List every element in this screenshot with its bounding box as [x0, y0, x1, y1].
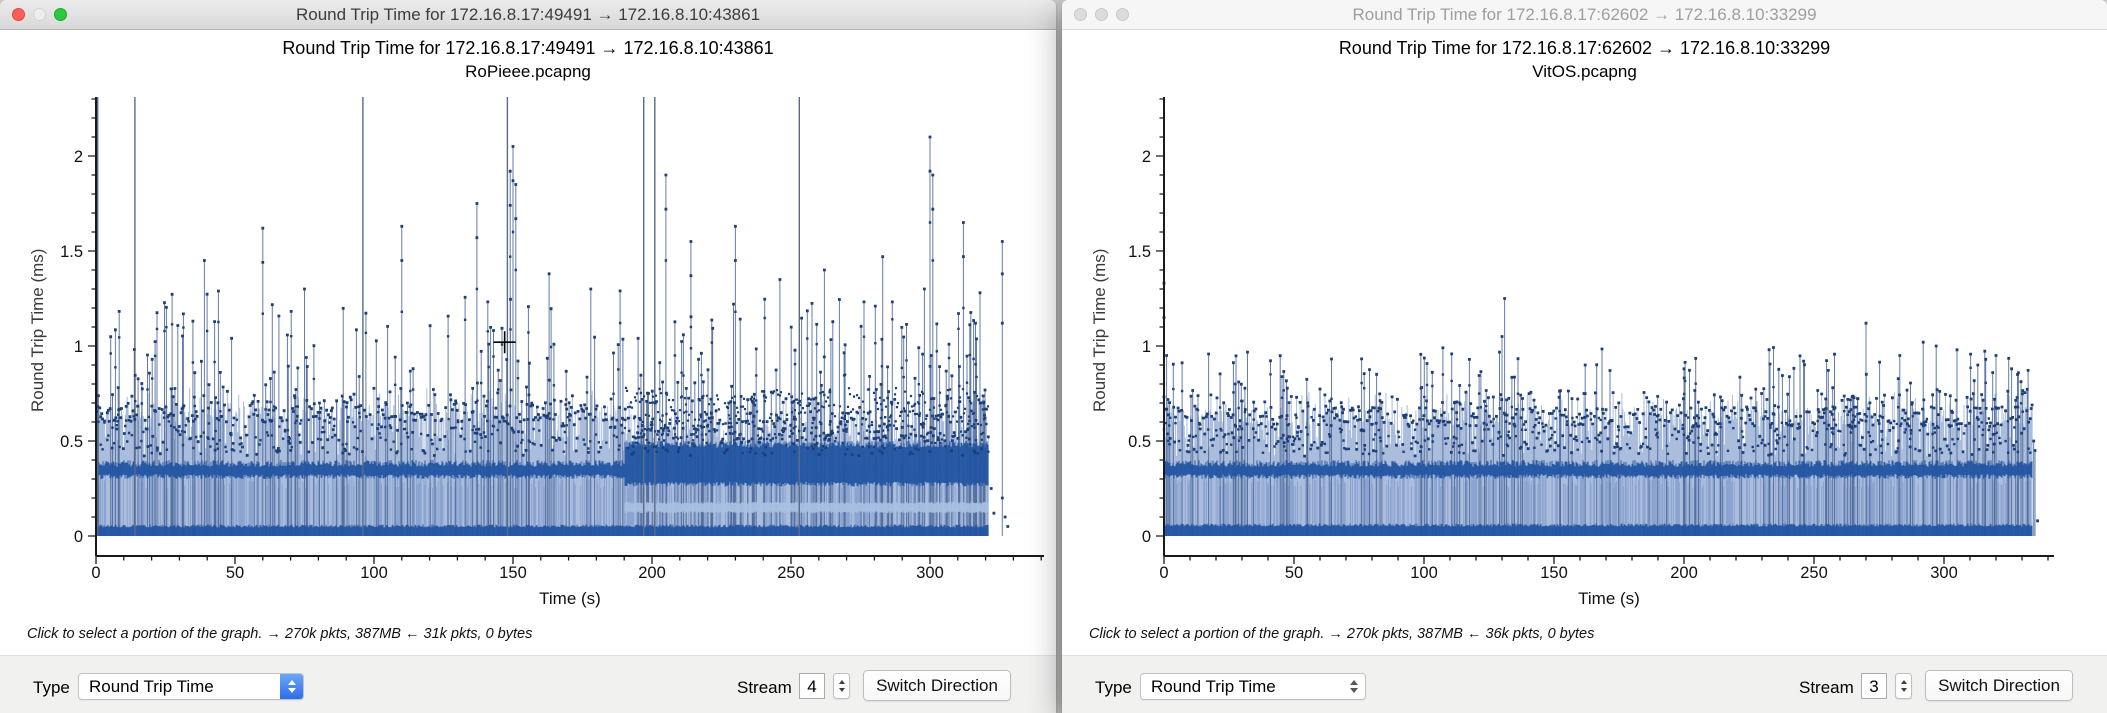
stream-stepper[interactable] — [1895, 673, 1912, 699]
switch-direction-button[interactable]: Switch Direction — [1925, 670, 2073, 701]
titlebar[interactable]: Round Trip Time for 172.16.8.17:62602 → … — [1062, 0, 2107, 30]
status-text: Click to select a portion of the graph. … — [1089, 626, 1595, 642]
popup-chevrons-icon — [1342, 674, 1365, 699]
rtt-window-vitos: Round Trip Time for 172.16.8.17:62602 → … — [1062, 0, 2107, 713]
svg-text:1.5: 1.5 — [1128, 243, 1151, 261]
chart-title: Round Trip Time for 172.16.8.17:49491 → … — [282, 38, 774, 58]
popup-chevrons-icon — [280, 674, 303, 699]
stream-stepper[interactable] — [833, 673, 850, 699]
stream-input[interactable]: 3 — [1861, 673, 1887, 699]
close-button[interactable] — [12, 8, 25, 21]
svg-text:150: 150 — [1540, 564, 1568, 582]
stream-label: Stream — [1799, 678, 1854, 697]
status-text: Click to select a portion of the graph. … — [27, 626, 533, 642]
svg-text:0.5: 0.5 — [1128, 433, 1151, 451]
chart-subtitle: VitOS.pcapng — [1532, 62, 1637, 81]
crosshair-cursor — [493, 331, 516, 354]
svg-text:200: 200 — [1670, 564, 1698, 582]
stepper-down-icon — [838, 688, 845, 692]
svg-text:100: 100 — [360, 564, 388, 582]
svg-text:0.5: 0.5 — [60, 433, 83, 451]
traffic-lights — [1074, 8, 1129, 21]
stream-input[interactable]: 4 — [799, 673, 825, 699]
svg-text:2: 2 — [1142, 148, 1151, 166]
svg-text:0: 0 — [1142, 528, 1151, 546]
svg-text:150: 150 — [499, 564, 527, 582]
type-select[interactable]: Round Trip Time — [1140, 673, 1366, 700]
svg-text:300: 300 — [916, 564, 944, 582]
svg-text:250: 250 — [1800, 564, 1828, 582]
stepper-down-icon — [1900, 688, 1907, 692]
type-label: Type — [1095, 678, 1132, 697]
minimize-button[interactable] — [1095, 8, 1108, 21]
minimize-button[interactable] — [33, 8, 46, 21]
svg-text:50: 50 — [226, 564, 244, 582]
stepper-up-icon — [1900, 680, 1907, 684]
svg-text:1: 1 — [74, 338, 83, 356]
zoom-button[interactable] — [54, 8, 67, 21]
svg-text:1: 1 — [1142, 338, 1151, 356]
y-axis-label: Round Trip Time (ms) — [1090, 248, 1109, 412]
rtt-window-ropieee: Round Trip Time for 172.16.8.17:49491 → … — [0, 0, 1056, 713]
close-button[interactable] — [1074, 8, 1087, 21]
bottom-toolbar: Type Round Trip Time Stream 4 Switch Dir… — [0, 655, 1056, 713]
zoom-button[interactable] — [1116, 8, 1129, 21]
type-select[interactable]: Round Trip Time — [78, 673, 304, 700]
svg-text:0: 0 — [91, 564, 100, 582]
svg-text:100: 100 — [1410, 564, 1438, 582]
svg-text:250: 250 — [777, 564, 805, 582]
chart-subtitle: RoPieee.pcapng — [465, 62, 591, 81]
svg-text:Time (s): Time (s) — [539, 589, 601, 608]
rtt-graph[interactable]: 0 0.5 1 1.5 2 0 50 100 150 200 250 300 Time (s) — [1062, 0, 2107, 713]
svg-text:2: 2 — [74, 148, 83, 166]
chart-title: Round Trip Time for 172.16.8.17:62602 → … — [1338, 38, 1831, 58]
stream-label: Stream — [737, 678, 792, 697]
rtt-graph[interactable]: 0 0.5 1 1.5 2 0 50 100 150 200 250 300 Time (s) — [0, 0, 1056, 713]
window-title: Round Trip Time for 172.16.8.17:62602 → … — [1352, 5, 1817, 24]
type-label: Type — [33, 678, 70, 697]
svg-text:Time (s): Time (s) — [1578, 589, 1640, 608]
y-axis-label: Round Trip Time (ms) — [28, 248, 47, 412]
svg-text:0: 0 — [1159, 564, 1168, 582]
bottom-toolbar: Type Round Trip Time Stream 3 Switch Dir… — [1062, 655, 2107, 713]
svg-text:0: 0 — [74, 528, 83, 546]
stepper-up-icon — [838, 680, 845, 684]
titlebar[interactable]: Round Trip Time for 172.16.8.17:49491 → … — [0, 0, 1056, 30]
svg-text:1.5: 1.5 — [60, 243, 83, 261]
svg-text:50: 50 — [1285, 564, 1303, 582]
svg-text:300: 300 — [1930, 564, 1958, 582]
window-title: Round Trip Time for 172.16.8.17:49491 → … — [295, 5, 761, 24]
type-select-value: Round Trip Time — [1151, 677, 1276, 696]
type-select-value: Round Trip Time — [89, 677, 214, 696]
svg-text:200: 200 — [638, 564, 666, 582]
switch-direction-button[interactable]: Switch Direction — [863, 670, 1011, 701]
traffic-lights — [12, 8, 67, 21]
